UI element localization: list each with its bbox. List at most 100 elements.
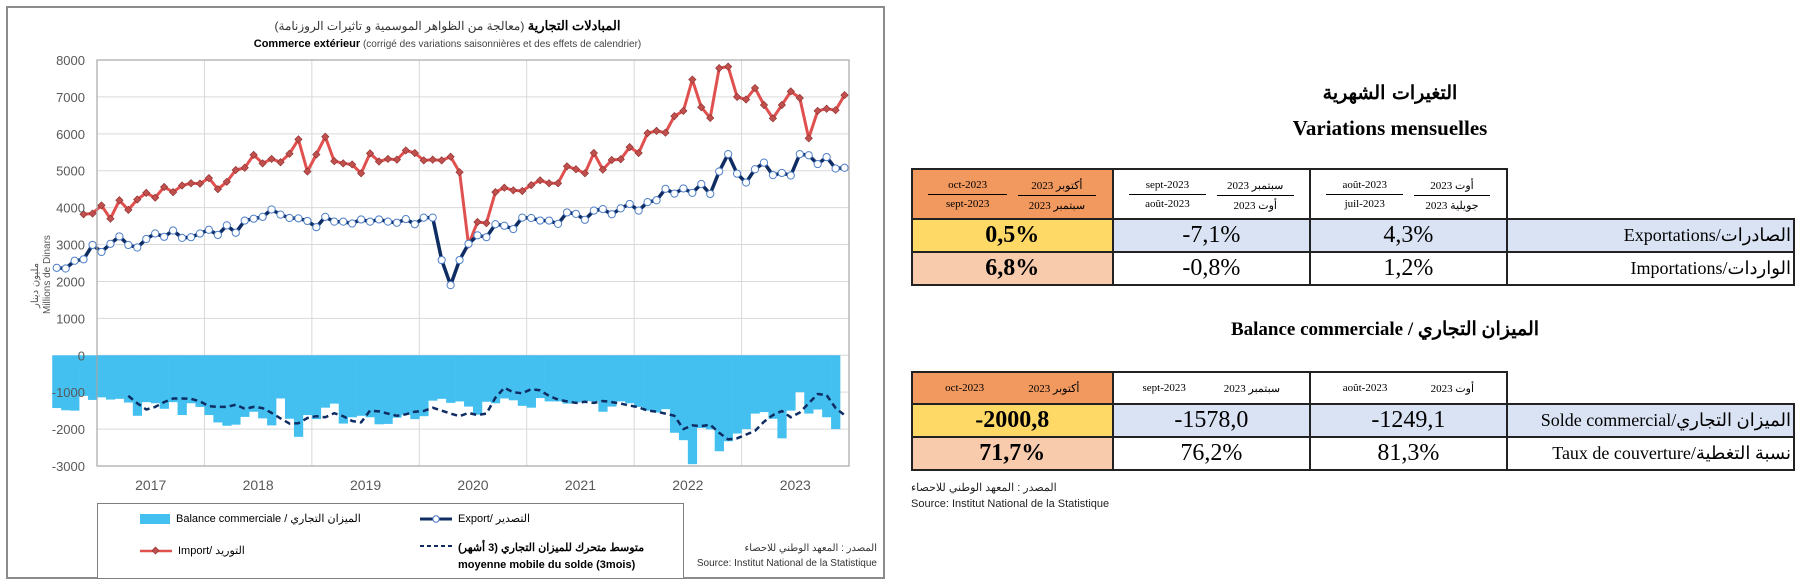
balance-bar: [634, 355, 644, 407]
import-point: [195, 179, 205, 188]
balance-bar: [795, 355, 805, 393]
col-denominator-fr: juil-2023: [1344, 197, 1385, 210]
table-row: 71,7% 76,2% 81,3% Taux de couverture/نسب…: [911, 436, 1795, 471]
balance-bar: [813, 355, 823, 410]
export-point: [589, 206, 598, 215]
balance-bar: [678, 355, 689, 441]
export-point: [330, 217, 339, 226]
balance-bar: [741, 355, 751, 430]
balance-bar: [544, 355, 554, 402]
export-point: [500, 221, 509, 230]
balance-bar: [535, 355, 545, 399]
header-cell: oct-2023 أكتوبر 2023: [911, 371, 1114, 405]
export-point: [419, 213, 428, 222]
col-denominator-ar: جويلية 2023: [1425, 199, 1479, 212]
export-point: [750, 165, 760, 174]
legend-swatch-export-icon: [420, 514, 452, 523]
export-point: [562, 208, 572, 217]
balance-title: Balance commerciale / الميزان التجاري: [1230, 319, 1540, 340]
export-point: [795, 150, 804, 159]
import-point: [151, 193, 160, 202]
export-point: [428, 213, 437, 222]
import-point: [732, 92, 742, 102]
export-point: [61, 264, 70, 273]
balance-bar: [831, 355, 841, 430]
export-point: [804, 151, 813, 160]
import-point: [267, 154, 276, 164]
export-point: [383, 217, 393, 226]
export-point: [813, 159, 822, 169]
import-point: [580, 169, 590, 178]
export-point: [697, 179, 706, 189]
x-tick-label: 2018: [243, 477, 274, 493]
balance-bar: [446, 355, 456, 403]
import-point: [186, 179, 196, 188]
monthly-title-fr: Variations mensuelles: [1292, 116, 1488, 140]
x-tick-label: 2017: [135, 477, 166, 493]
balance-bar: [293, 355, 304, 437]
import-point: [679, 106, 688, 116]
balance-bar: [249, 355, 259, 412]
monthly-title-ar: التغيرات الشهرية: [1322, 82, 1458, 104]
export-point: [643, 198, 652, 207]
import-point: [697, 103, 706, 112]
export-point: [195, 229, 205, 238]
export-point: [580, 215, 590, 224]
balance-bar: [490, 355, 501, 404]
col-numerator-ar: أكتوبر 2023: [1017, 175, 1097, 196]
export-point: [276, 210, 285, 219]
row-label: Taux de couverture/نسبة التغطية: [1505, 436, 1795, 471]
y-tick-label: 5000: [56, 164, 85, 179]
balance-bar: [105, 355, 116, 400]
balance-bar: [508, 355, 519, 401]
legend-item-export: Export/ التصدير: [420, 512, 530, 525]
import-point: [473, 217, 482, 227]
col-denominator-ar: أوت 2023: [1233, 199, 1277, 212]
import-point: [813, 106, 822, 116]
balance-bar: [392, 355, 402, 418]
import-point: [822, 104, 831, 113]
header-empty-cell: [1505, 169, 1794, 220]
chart-plot: 8000 7000 6000 5000 4000 3000 2000 1000 0 -1000 -2…: [52, 53, 850, 493]
export-point: [88, 240, 97, 250]
x-tick-label: 2022: [672, 477, 703, 493]
value-cell: 1,2%: [1309, 251, 1508, 286]
col-label-ar: أوت 2023: [1430, 382, 1475, 395]
chart-source-ar: المصدر : المعهد الوطني للاحصاء: [744, 543, 877, 554]
balance-bar: [177, 355, 187, 416]
export-point: [625, 199, 634, 209]
balance-bar: [132, 355, 143, 416]
table-row: -2000,8 -1578,0 -1249,1 Solde commercial…: [911, 403, 1795, 438]
export-point: [715, 167, 724, 176]
y-tick-label: 7000: [56, 90, 85, 105]
export-point: [160, 232, 169, 241]
import-point: [527, 181, 536, 190]
balance-bar: [383, 355, 393, 424]
x-tick-label: 2020: [457, 477, 488, 493]
import-point: [330, 157, 339, 166]
export-point: [79, 255, 88, 264]
import-point: [142, 188, 151, 197]
col-denominator-fr: sept-2023: [945, 197, 990, 210]
legend-item-balance: Balance commerciale / الميزان التجاري: [140, 512, 361, 525]
legend-label-export: Export/ التصدير: [458, 513, 531, 525]
balance-bar: [598, 355, 608, 412]
balance-bar: [168, 355, 178, 403]
balance-bar: [580, 355, 590, 402]
balance-bar: [276, 355, 286, 399]
export-point: [365, 217, 375, 226]
export-point: [249, 214, 258, 223]
export-point: [598, 205, 607, 214]
import-point: [419, 156, 428, 165]
balance-bar: [750, 355, 760, 414]
import-point: [222, 177, 231, 186]
import-point: [437, 156, 446, 165]
balance-bar: [437, 355, 447, 399]
import-point: [652, 126, 661, 135]
header-cell: oct-2023 sept-2023 أكتوبر 2023 سبتمبر 2023: [911, 168, 1114, 220]
import-point: [97, 201, 106, 210]
import-point: [88, 209, 97, 218]
chart-title-ar: المبادلات التجارية (معالجة من الظواهر ال…: [8, 18, 887, 34]
export-point: [115, 232, 124, 241]
import-point: [491, 188, 500, 197]
